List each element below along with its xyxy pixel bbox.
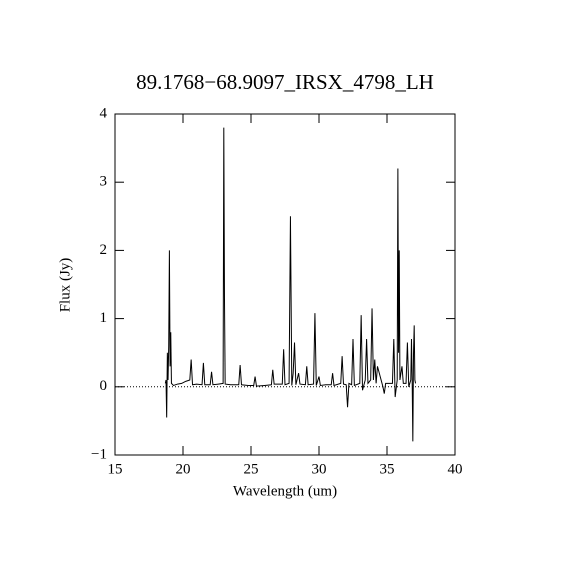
x-tick-label: 20 xyxy=(176,461,191,477)
chart-title: 89.1768−68.9097_IRSX_4798_LH xyxy=(136,70,434,94)
y-tick-label: 1 xyxy=(100,310,108,326)
plot-frame xyxy=(114,113,456,456)
y-axis-label: Flux (Jy) xyxy=(57,258,73,313)
x-tick-label: 30 xyxy=(312,461,327,477)
x-tick-label: 35 xyxy=(380,461,395,477)
x-tick-label: 25 xyxy=(244,461,259,477)
y-tick-label: 3 xyxy=(100,174,108,190)
x-axis-label: Wavelength (um) xyxy=(233,483,337,499)
x-tick-label: 15 xyxy=(108,461,123,477)
y-tick-label: 2 xyxy=(100,242,108,258)
x-tick-label: 40 xyxy=(448,461,463,477)
y-tick-label: 4 xyxy=(100,105,108,121)
y-tick-label: 0 xyxy=(100,378,108,394)
spectrum-line xyxy=(164,127,417,442)
y-tick-label: −1 xyxy=(91,446,107,462)
